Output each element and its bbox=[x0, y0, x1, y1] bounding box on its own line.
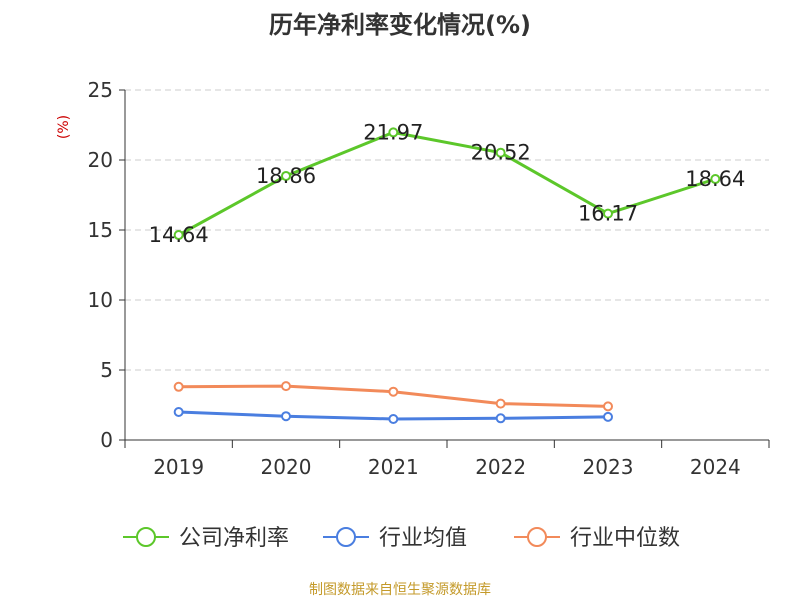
series-layer bbox=[173, 127, 721, 424]
data-point bbox=[603, 411, 613, 422]
grid-layer bbox=[125, 89, 769, 371]
y-tick-label: 10 bbox=[88, 288, 113, 312]
legend-label: 行业中位数 bbox=[570, 526, 680, 551]
x-tick-label: 2022 bbox=[475, 455, 526, 479]
legend-swatch-marker bbox=[336, 527, 356, 547]
data-label: 21.97 bbox=[363, 120, 423, 144]
data-point bbox=[173, 230, 184, 241]
data-point bbox=[495, 147, 506, 158]
y-tick-label: 15 bbox=[88, 218, 113, 242]
legend-label: 行业均值 bbox=[379, 526, 467, 551]
legend-swatch-marker bbox=[136, 527, 156, 547]
y-tick-label: 25 bbox=[88, 78, 113, 102]
x-tick-label: 2021 bbox=[368, 455, 419, 479]
x-tick-label: 2023 bbox=[583, 455, 634, 479]
data-label: 20.52 bbox=[471, 141, 531, 165]
data-point bbox=[281, 170, 291, 181]
data-point bbox=[603, 401, 613, 412]
data-point bbox=[281, 411, 291, 422]
data-point bbox=[603, 208, 613, 219]
data-label: 18.86 bbox=[256, 164, 316, 188]
legend-label: 公司净利率 bbox=[179, 526, 289, 551]
data-label: 14.64 bbox=[149, 223, 209, 247]
data-point bbox=[388, 127, 399, 138]
data-label: 16.17 bbox=[578, 202, 638, 226]
data-point bbox=[173, 381, 184, 392]
data-point bbox=[495, 398, 506, 409]
data-point bbox=[388, 414, 399, 424]
data-label-layer: 14.64 18.86 21.97 20.52 16.17 18.64 bbox=[149, 120, 746, 247]
data-point bbox=[281, 381, 291, 392]
source-note: 制图数据来自恒生聚源数据库 bbox=[309, 582, 491, 598]
x-tick-label: 2020 bbox=[261, 455, 312, 479]
legend-swatch-marker bbox=[527, 527, 547, 547]
data-point bbox=[388, 386, 399, 397]
y-tick-label: 5 bbox=[100, 358, 113, 382]
series-line bbox=[177, 130, 716, 237]
data-label: 18.64 bbox=[685, 167, 745, 191]
y-tick-label: 0 bbox=[100, 428, 113, 452]
axis-layer: 0 5 10 15 20 25 2019 2020 2021 2022 2023 2024 bbox=[88, 78, 770, 479]
data-point bbox=[173, 407, 184, 417]
data-point bbox=[495, 413, 506, 424]
legend: 公司净利率 行业均值 行业中位数 bbox=[123, 526, 680, 551]
chart-title: 历年净利率变化情况(%) bbox=[269, 11, 531, 39]
data-point bbox=[710, 174, 721, 185]
y-tick-label: 20 bbox=[88, 148, 113, 172]
y-axis-label: (%) bbox=[56, 115, 72, 139]
x-tick-label: 2024 bbox=[690, 455, 741, 479]
x-tick-label: 2019 bbox=[153, 455, 204, 479]
